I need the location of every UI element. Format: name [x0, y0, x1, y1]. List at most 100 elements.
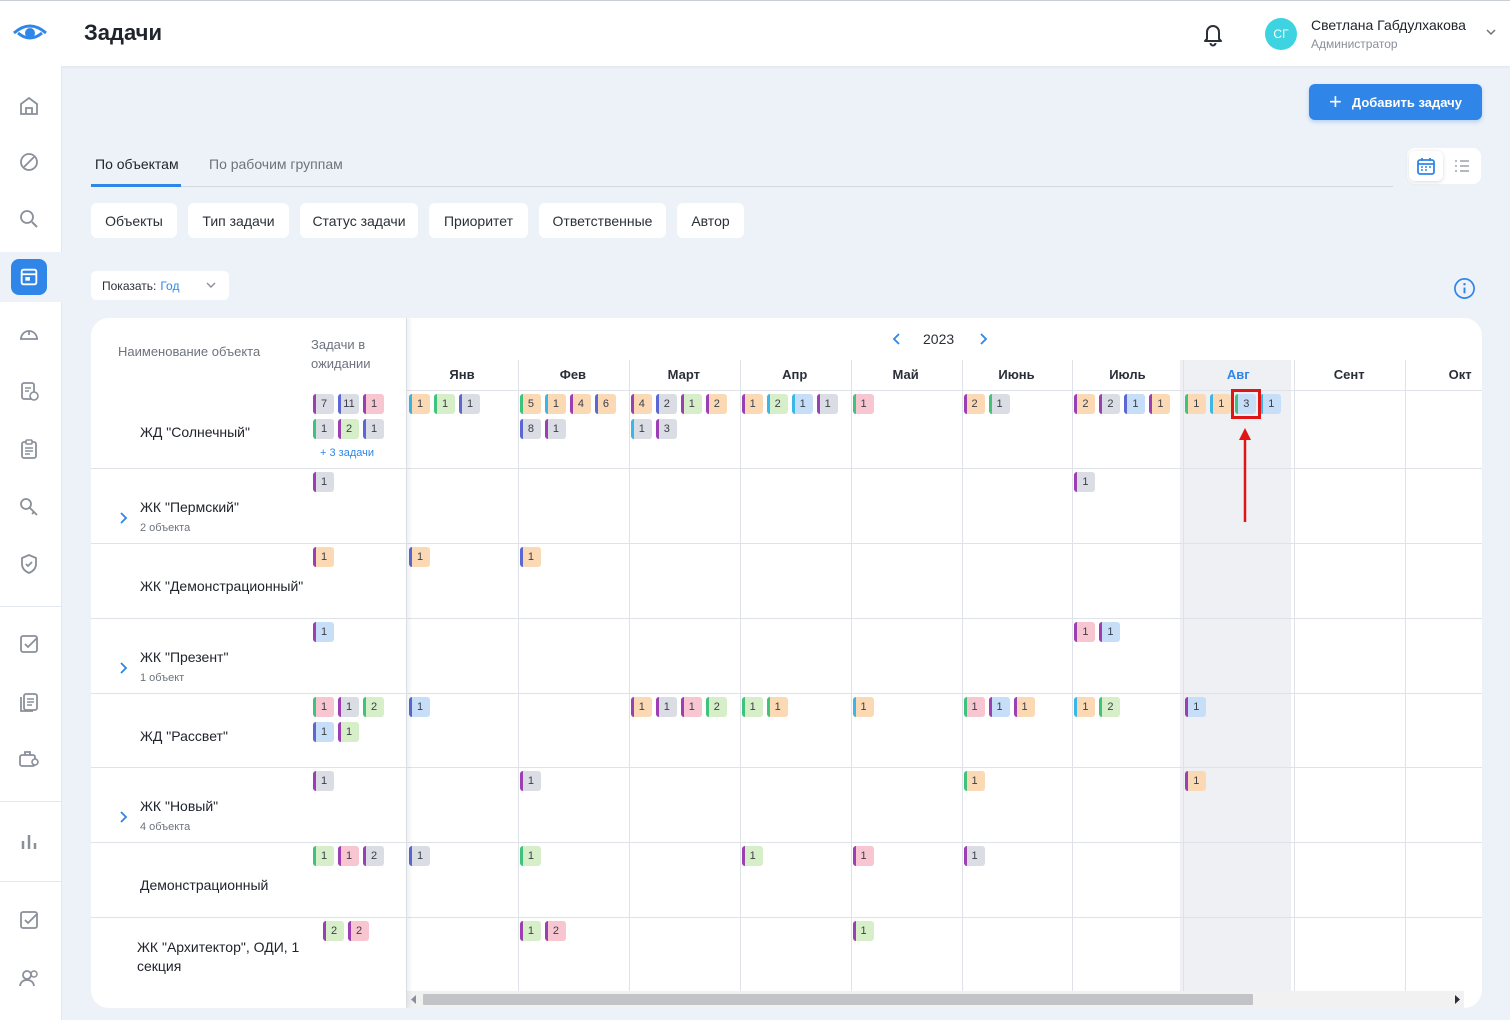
task-count-badge[interactable]: 1 [816, 394, 838, 414]
task-count-badge[interactable]: 1 [313, 697, 334, 717]
object-name[interactable]: ЖК "Презент" [140, 649, 229, 665]
task-count-badge[interactable]: 2 [363, 697, 384, 717]
tab-by-objects[interactable]: По объектам [95, 156, 179, 172]
task-count-badge[interactable]: 1 [1149, 394, 1171, 414]
task-count-badge[interactable]: 11 [338, 394, 359, 414]
add-task-button[interactable]: + Добавить задачу [1309, 84, 1482, 120]
task-count-badge[interactable]: 1 [1185, 771, 1207, 791]
sidebar-item-keys[interactable] [11, 489, 47, 525]
task-count-badge[interactable]: 1 [313, 622, 334, 642]
task-count-badge[interactable]: 1 [313, 419, 334, 439]
task-count-badge[interactable]: 2 [363, 846, 384, 866]
task-count-badge[interactable]: 1 [766, 697, 788, 717]
task-count-badge[interactable]: 2 [705, 697, 727, 717]
task-count-badge[interactable]: 1 [630, 697, 652, 717]
sidebar-item-restrictions[interactable] [11, 144, 47, 180]
task-count-badge[interactable]: 1 [459, 394, 480, 414]
task-count-badge[interactable]: 2 [544, 921, 566, 941]
sidebar-item-checklist[interactable] [11, 373, 47, 409]
task-count-badge[interactable]: 3 [655, 419, 677, 439]
sidebar-item-security[interactable] [11, 546, 47, 582]
task-count-badge[interactable]: 5 [519, 394, 541, 414]
task-count-badge[interactable]: 4 [630, 394, 652, 414]
more-tasks-link[interactable]: + 3 задачи [320, 447, 374, 459]
sidebar-item-search[interactable] [11, 201, 47, 237]
task-count-badge[interactable]: 1 [544, 419, 566, 439]
filter-objects[interactable]: Объекты [91, 203, 177, 238]
task-count-badge[interactable]: 1 [1074, 472, 1096, 492]
task-count-badge[interactable]: 1 [988, 394, 1010, 414]
task-count-badge[interactable]: 2 [766, 394, 788, 414]
task-count-badge[interactable]: 1 [409, 697, 430, 717]
task-count-badge[interactable]: 6 [594, 394, 616, 414]
chevron-down-icon[interactable] [1484, 25, 1498, 39]
task-count-badge[interactable]: 1 [630, 419, 652, 439]
user-name[interactable]: Светлана Габдулхакова [1311, 17, 1466, 33]
task-count-badge[interactable]: 1 [338, 846, 359, 866]
task-count-badge[interactable]: 1 [409, 394, 430, 414]
sidebar-item-home[interactable] [11, 88, 47, 124]
task-count-badge[interactable]: 1 [655, 697, 677, 717]
task-count-badge[interactable]: 1 [1185, 394, 1207, 414]
task-count-badge[interactable]: 1 [680, 394, 702, 414]
task-count-badge[interactable]: 1 [741, 394, 763, 414]
task-count-badge[interactable]: 2 [348, 921, 369, 941]
sidebar-item-approvals[interactable] [11, 902, 47, 938]
filter-author[interactable]: Автор [677, 203, 744, 238]
chevron-right-icon[interactable] [977, 332, 989, 346]
task-count-badge[interactable]: 1 [680, 697, 702, 717]
list-view-button[interactable] [1445, 151, 1479, 181]
task-count-badge[interactable]: 1 [338, 722, 359, 742]
task-count-badge[interactable]: 4 [569, 394, 591, 414]
task-count-badge[interactable]: 7 [313, 394, 334, 414]
sidebar-item-documents[interactable] [11, 684, 47, 720]
task-count-badge[interactable]: 1 [741, 846, 763, 866]
sidebar-item-checks[interactable] [11, 626, 47, 662]
sidebar-item-helmet[interactable] [11, 316, 47, 352]
sidebar-item-users[interactable] [11, 960, 47, 996]
sidebar-item-clipboard[interactable] [11, 431, 47, 467]
object-name[interactable]: Демонстрационный [140, 877, 269, 893]
task-count-badge[interactable]: 1 [544, 394, 566, 414]
task-count-badge[interactable]: 1 [963, 771, 985, 791]
task-count-badge[interactable]: 1 [338, 697, 359, 717]
task-count-badge[interactable]: 1 [852, 697, 874, 717]
task-count-badge[interactable]: 1 [313, 547, 334, 567]
task-count-badge[interactable]: 1 [409, 547, 430, 567]
task-count-badge[interactable]: 1 [313, 771, 334, 791]
eye-logo-icon[interactable] [12, 21, 48, 45]
task-count-badge[interactable]: 1 [1099, 622, 1121, 642]
task-count-badge[interactable]: 1 [519, 771, 541, 791]
scrollbar-thumb[interactable] [423, 994, 1253, 1005]
chevron-right-icon[interactable] [117, 511, 129, 525]
object-name[interactable]: ЖК "Демонстрационный" [140, 578, 304, 594]
task-count-badge[interactable]: 1 [313, 722, 334, 742]
task-count-badge[interactable]: 2 [323, 921, 344, 941]
task-count-badge[interactable]: 1 [963, 846, 985, 866]
task-count-badge[interactable]: 1 [1210, 394, 1232, 414]
task-count-badge[interactable]: 1 [519, 547, 541, 567]
task-count-badge[interactable]: 1 [852, 394, 874, 414]
task-count-badge[interactable]: 2 [963, 394, 985, 414]
task-count-badge[interactable]: 2 [655, 394, 677, 414]
task-count-badge[interactable]: 2 [1099, 697, 1121, 717]
task-count-badge[interactable]: 2 [705, 394, 727, 414]
task-count-badge[interactable]: 1 [363, 394, 384, 414]
task-count-badge[interactable]: 1 [434, 394, 455, 414]
object-name[interactable]: ЖД "Рассвет" [140, 728, 228, 744]
calendar-view-button[interactable] [1409, 151, 1443, 181]
avatar[interactable]: СГ [1265, 18, 1297, 50]
task-count-badge[interactable]: 1 [519, 921, 541, 941]
scroll-right-icon[interactable] [1453, 995, 1461, 1004]
task-count-badge[interactable]: 1 [1074, 622, 1096, 642]
filter-task-type[interactable]: Тип задачи [188, 203, 289, 238]
task-count-badge[interactable]: 1 [1074, 697, 1096, 717]
horizontal-scrollbar[interactable] [407, 991, 1464, 1008]
chevron-right-icon[interactable] [117, 661, 129, 675]
bell-icon[interactable] [1200, 21, 1226, 47]
task-count-badge[interactable]: 1 [363, 419, 384, 439]
filter-task-status[interactable]: Статус задачи [300, 203, 418, 238]
task-count-badge[interactable]: 1 [1124, 394, 1146, 414]
filter-responsible[interactable]: Ответственные [539, 203, 666, 238]
task-count-badge[interactable]: 1 [313, 846, 334, 866]
